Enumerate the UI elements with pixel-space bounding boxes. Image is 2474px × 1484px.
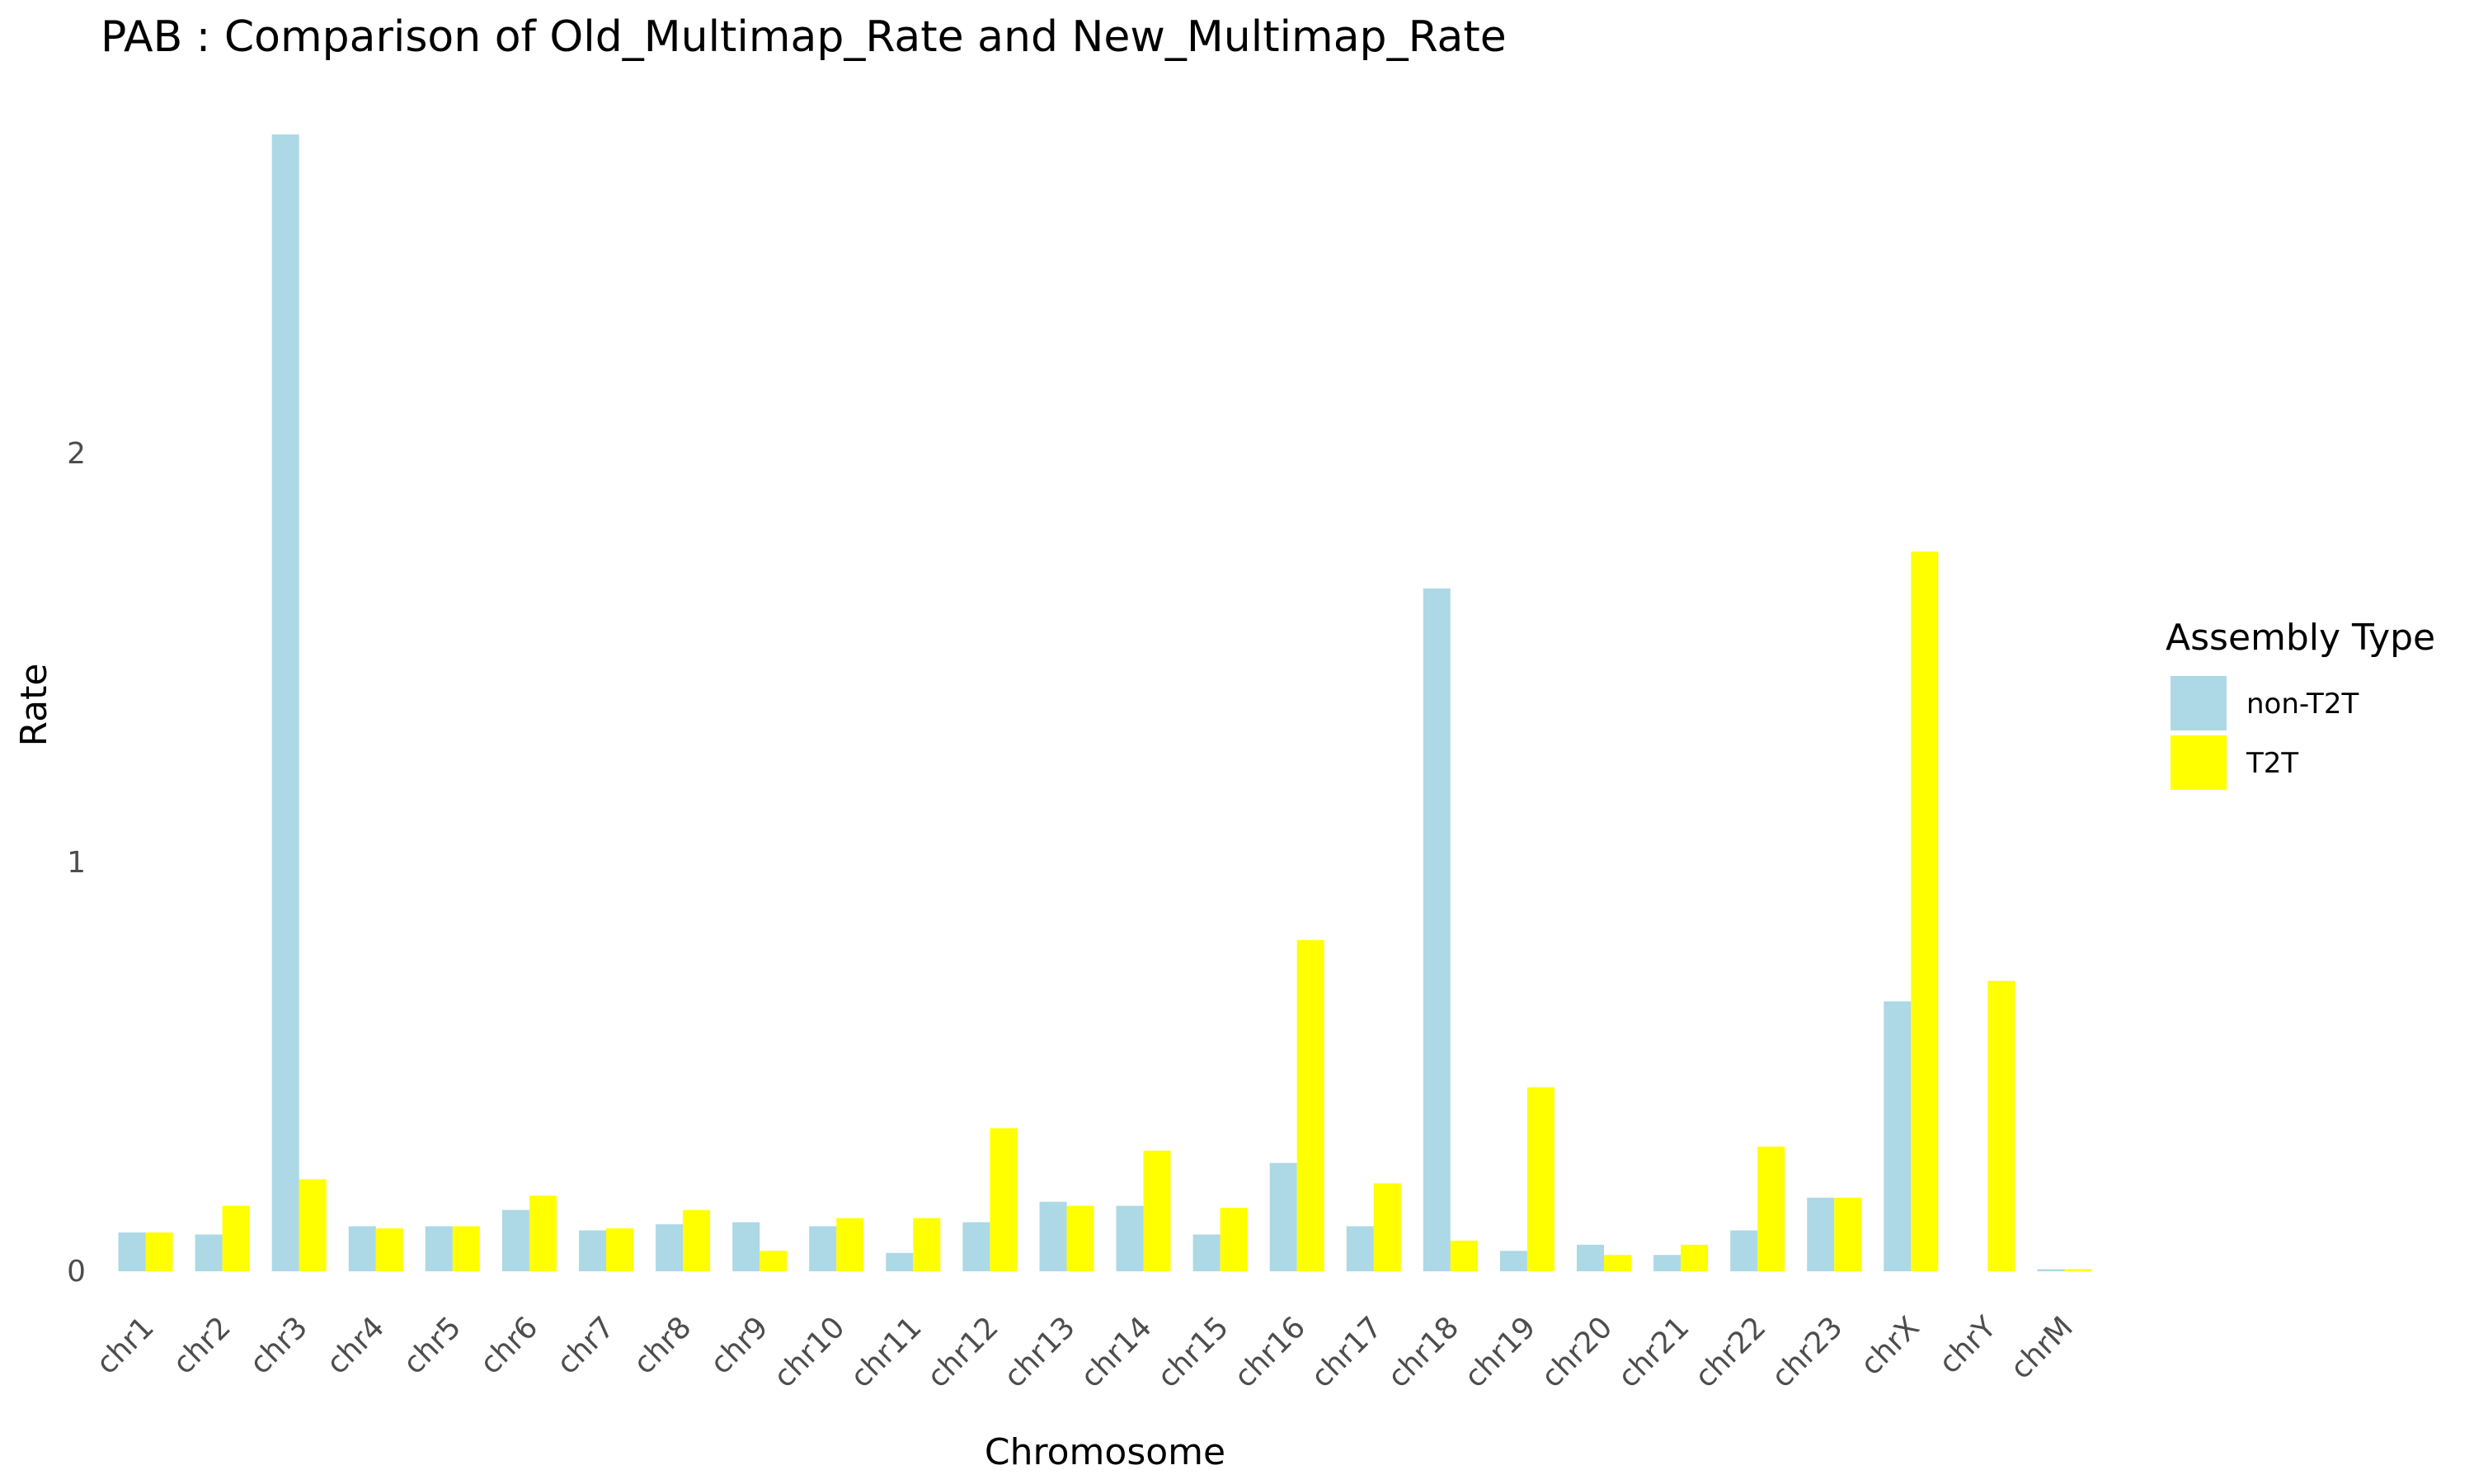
bar-chr19-non-t2t [1499,1251,1527,1271]
x-tick-label: chrX [1855,1310,1926,1382]
x-tick-label: chr16 [1228,1310,1312,1394]
bar-chr17-t2t [1373,1183,1401,1271]
x-tick-label: chr7 [551,1310,622,1381]
bar-chr1-non-t2t [118,1232,146,1271]
x-tick-label: chr11 [844,1310,929,1394]
x-tick-label: chr2 [167,1310,238,1381]
bar-chr8-t2t [683,1209,711,1271]
x-tick-label: chr8 [628,1310,698,1381]
bar-chr6-t2t [529,1195,557,1271]
bar-chr20-non-t2t [1577,1244,1604,1271]
x-tick-label: chr21 [1611,1310,1696,1394]
bar-chr18-non-t2t [1423,588,1451,1271]
bar-chr20-t2t [1604,1255,1631,1271]
x-tick-label: chr1 [90,1310,161,1381]
bar-chr12-t2t [990,1128,1018,1271]
x-tick-label: chr20 [1535,1310,1619,1394]
bar-chr14-t2t [1143,1150,1171,1271]
bar-chrM-non-t2t [2037,1269,2065,1271]
bar-chr23-t2t [1834,1197,1862,1271]
plot-area [118,134,2092,1272]
bar-chr17-non-t2t [1346,1226,1374,1271]
bar-chr3-non-t2t [271,134,299,1272]
bar-chr15-t2t [1220,1208,1248,1271]
bar-chr10-non-t2t [809,1226,837,1271]
x-tick-label: chr18 [1381,1310,1465,1394]
bar-chrX-t2t [1911,552,1939,1271]
legend-key-t2t [2171,735,2227,790]
y-tick-label: 1 [67,846,86,880]
bar-chr22-non-t2t [1730,1230,1758,1271]
legend-title: Assembly Type [2166,617,2435,659]
bar-chr15-non-t2t [1192,1234,1221,1271]
bar-chr7-non-t2t [579,1230,606,1271]
bar-chr1-t2t [145,1232,173,1271]
bar-chr13-non-t2t [1039,1201,1067,1271]
x-tick-label: chr23 [1766,1310,1850,1394]
y-axis-ticks: 0 1 2 [67,437,86,1289]
bar-chrY-t2t [1987,980,2015,1271]
bar-chrX-non-t2t [1884,1001,1912,1271]
bar-chr11-non-t2t [886,1252,914,1271]
legend-label: T2T [2246,747,2298,780]
x-tick-label: chrM [2004,1310,2080,1386]
bar-chr18-t2t [1450,1240,1478,1271]
x-tick-label: chr5 [397,1310,468,1381]
bar-chr9-t2t [760,1251,788,1271]
bar-chr2-non-t2t [195,1234,223,1271]
x-tick-label: chr17 [1305,1310,1389,1394]
chart-title: PAB : Comparison of Old_Multimap_Rate an… [101,12,1507,62]
bar-chr7-t2t [606,1228,633,1271]
x-tick-label: chr3 [243,1310,314,1381]
x-tick-label: chr22 [1689,1310,1773,1394]
y-tick-label: 2 [67,437,86,471]
bar-chr5-t2t [452,1226,480,1271]
x-tick-label: chrY [1933,1310,2004,1381]
bar-chr4-non-t2t [348,1226,376,1271]
bar-chr22-t2t [1757,1146,1785,1271]
x-tick-label: chr10 [768,1310,852,1394]
bar-chr14-non-t2t [1116,1205,1144,1271]
x-axis-title: Chromosome [985,1431,1225,1473]
legend-key-non-t2t [2171,676,2227,730]
x-tick-label: chr19 [1458,1310,1542,1394]
bar-chr4-t2t [375,1228,403,1271]
bar-chr5-non-t2t [425,1226,453,1271]
x-tick-label: chr14 [1075,1310,1159,1394]
bar-chr21-t2t [1681,1244,1709,1271]
bar-chrM-t2t [2064,1269,2092,1271]
x-tick-label: chr9 [704,1310,775,1381]
y-tick-label: 0 [67,1255,86,1289]
bar-chr16-t2t [1296,940,1324,1271]
x-tick-label: chr15 [1151,1310,1235,1394]
x-tick-label: chr12 [921,1310,1005,1394]
bar-chr10-t2t [836,1218,864,1271]
bar-chr6-non-t2t [501,1209,529,1271]
x-tick-label: chr13 [998,1310,1082,1394]
bar-chr23-non-t2t [1807,1197,1835,1271]
x-tick-label: chr4 [320,1310,391,1381]
bar-chr11-t2t [913,1218,941,1271]
bar-chr8-non-t2t [656,1224,684,1271]
legend-label: non-T2T [2246,688,2359,721]
bar-chr13-t2t [1066,1205,1094,1271]
bar-chr2-t2t [222,1205,250,1271]
bar-chr21-non-t2t [1653,1255,1681,1271]
bar-chr9-non-t2t [732,1222,760,1271]
bar-chr16-non-t2t [1269,1162,1297,1271]
x-tick-label: chr6 [473,1310,544,1381]
x-axis-ticks: chr1 chr2 chr3 chr4 chr5 chr6 chr7 chr8 chr9chr1… [90,1310,2080,1395]
bar-chr12-non-t2t [962,1222,990,1271]
legend: Assembly Type non-T2T T2T [2166,617,2435,790]
y-axis-title: Rate [13,664,55,747]
bar-chr19-t2t [1526,1087,1554,1271]
bar-chr3-t2t [299,1179,327,1271]
